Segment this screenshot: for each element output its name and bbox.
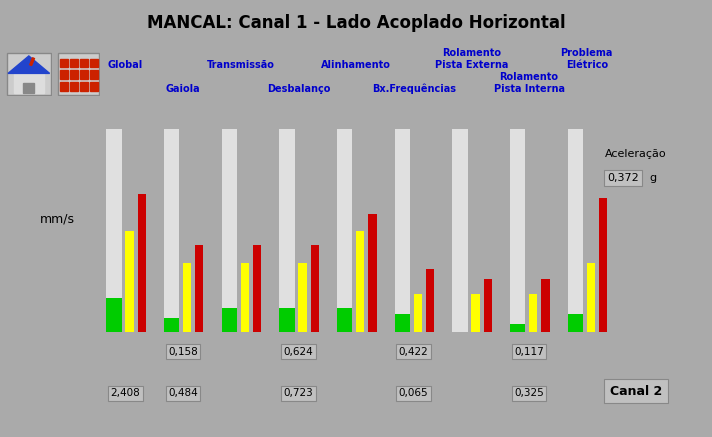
Bar bbox=[510, 129, 525, 332]
Text: Global: Global bbox=[108, 60, 143, 70]
Text: Desbalanço: Desbalanço bbox=[266, 84, 330, 94]
Bar bbox=[23, 83, 34, 93]
Bar bbox=[106, 298, 122, 332]
Bar bbox=[510, 324, 525, 332]
Bar bbox=[599, 198, 607, 332]
Bar bbox=[394, 314, 410, 332]
Bar bbox=[567, 129, 583, 332]
Polygon shape bbox=[14, 73, 43, 93]
Polygon shape bbox=[8, 56, 50, 73]
Bar bbox=[452, 129, 468, 332]
Polygon shape bbox=[30, 58, 34, 66]
Bar bbox=[80, 59, 88, 67]
Text: 0,624: 0,624 bbox=[283, 347, 313, 357]
Bar bbox=[221, 308, 237, 332]
Bar bbox=[195, 245, 204, 332]
Bar bbox=[356, 231, 365, 332]
FancyBboxPatch shape bbox=[58, 53, 99, 95]
Bar bbox=[368, 215, 377, 332]
Bar bbox=[541, 279, 550, 332]
Text: Transmissão: Transmissão bbox=[206, 60, 275, 70]
Bar bbox=[137, 194, 146, 332]
Text: 0,723: 0,723 bbox=[283, 388, 313, 398]
Bar bbox=[253, 245, 261, 332]
Text: Problema
Elétrico: Problema Elétrico bbox=[560, 49, 613, 70]
Bar bbox=[80, 70, 88, 79]
Bar bbox=[70, 82, 78, 91]
Text: 0,484: 0,484 bbox=[168, 388, 198, 398]
Bar bbox=[587, 263, 595, 332]
Text: Gaiola: Gaiola bbox=[166, 84, 200, 94]
Text: 0,325: 0,325 bbox=[514, 388, 544, 398]
Bar bbox=[310, 245, 319, 332]
Text: g: g bbox=[649, 173, 656, 183]
Text: Canal 2: Canal 2 bbox=[609, 385, 662, 398]
Bar bbox=[298, 263, 307, 332]
Bar bbox=[106, 129, 122, 332]
Bar bbox=[337, 129, 352, 332]
Text: 0,372: 0,372 bbox=[607, 173, 639, 183]
Bar bbox=[80, 82, 88, 91]
Text: Bx.Frequências: Bx.Frequências bbox=[372, 83, 456, 94]
Text: 2,408: 2,408 bbox=[110, 388, 140, 398]
Text: 0,422: 0,422 bbox=[399, 347, 429, 357]
Bar bbox=[61, 70, 68, 79]
Bar bbox=[183, 263, 192, 332]
Bar bbox=[529, 294, 538, 332]
Bar bbox=[164, 129, 179, 332]
Bar bbox=[90, 70, 98, 79]
Bar bbox=[125, 231, 134, 332]
Bar bbox=[164, 318, 179, 332]
Text: mm/s: mm/s bbox=[39, 212, 75, 225]
Bar bbox=[483, 279, 492, 332]
Bar bbox=[414, 294, 422, 332]
Bar bbox=[279, 308, 295, 332]
Text: 0,158: 0,158 bbox=[168, 347, 198, 357]
Bar bbox=[61, 82, 68, 91]
Text: Aceleração: Aceleração bbox=[605, 149, 666, 159]
Text: Rolamento
Pista Interna: Rolamento Pista Interna bbox=[493, 73, 565, 94]
Bar bbox=[70, 59, 78, 67]
Bar bbox=[471, 294, 480, 332]
Bar bbox=[426, 269, 434, 332]
Bar bbox=[90, 59, 98, 67]
Bar bbox=[279, 129, 295, 332]
Bar bbox=[567, 314, 583, 332]
Bar bbox=[221, 129, 237, 332]
FancyBboxPatch shape bbox=[6, 53, 51, 95]
Text: Alinhamento: Alinhamento bbox=[321, 60, 391, 70]
Bar bbox=[61, 59, 68, 67]
Bar bbox=[337, 308, 352, 332]
Text: MANCAL: Canal 1 - Lado Acoplado Horizontal: MANCAL: Canal 1 - Lado Acoplado Horizont… bbox=[147, 14, 565, 32]
Text: 0,117: 0,117 bbox=[514, 347, 544, 357]
Bar bbox=[90, 82, 98, 91]
Bar bbox=[241, 263, 249, 332]
Bar bbox=[70, 70, 78, 79]
Text: Rolamento
Pista Externa: Rolamento Pista Externa bbox=[434, 49, 508, 70]
Text: 0,065: 0,065 bbox=[399, 388, 429, 398]
Bar bbox=[394, 129, 410, 332]
